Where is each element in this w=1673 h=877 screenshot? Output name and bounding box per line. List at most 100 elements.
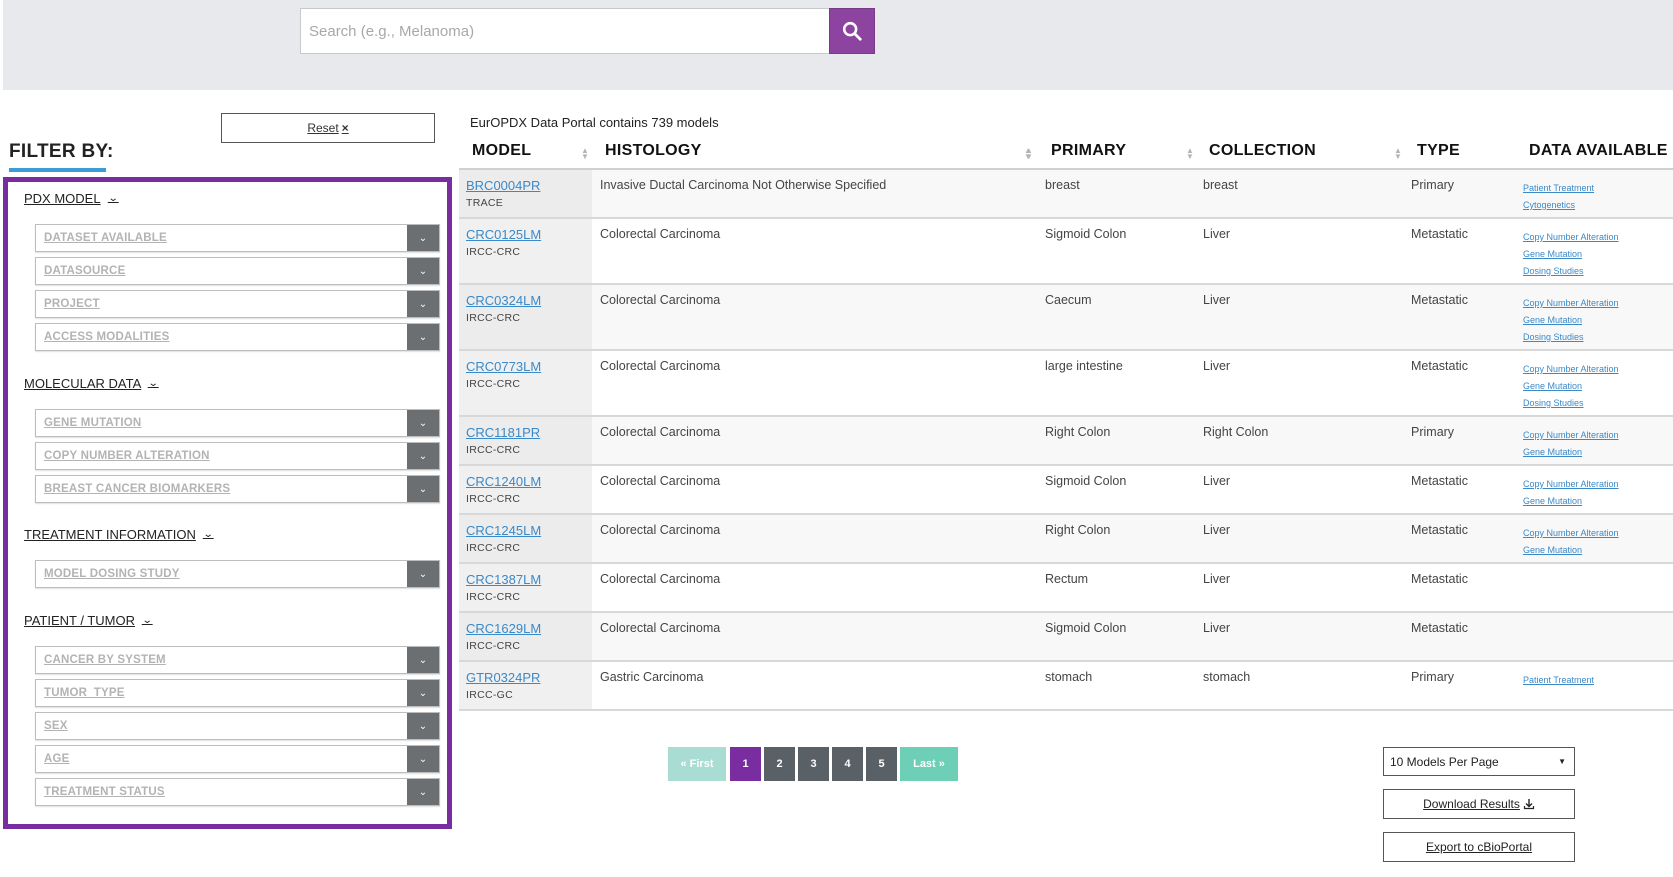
chevron-down-icon[interactable]: ⌄: [407, 443, 439, 469]
chevron-down-icon[interactable]: ⌄: [407, 746, 439, 772]
search-button[interactable]: [829, 8, 875, 54]
chevron-down-icon[interactable]: ⌄: [407, 561, 439, 587]
chevron-down-icon[interactable]: ⌄: [407, 647, 439, 673]
data-available-link[interactable]: Copy Number Alteration: [1523, 232, 1619, 242]
filter-dropdown-label: CANCER BY SYSTEM: [44, 654, 166, 666]
sort-icon[interactable]: ▲ ▼: [1186, 146, 1194, 161]
filter-section-3[interactable]: PATIENT / TUMOR ⌄: [24, 613, 153, 628]
chevron-down-icon[interactable]: ⌄: [407, 713, 439, 739]
data-available-link[interactable]: Dosing Studies: [1523, 398, 1584, 408]
filter-dropdown[interactable]: TUMOR_TYPE ⌄: [35, 679, 440, 707]
data-available-link[interactable]: Copy Number Alteration: [1523, 479, 1619, 489]
model-id-link[interactable]: CRC0125LM: [466, 227, 542, 242]
column-header[interactable]: DATA AVAILABLE: [1529, 142, 1668, 159]
pagination-page-3[interactable]: 3: [798, 747, 829, 781]
cell-type: Metastatic: [1411, 293, 1468, 307]
column-header[interactable]: PRIMARY: [1051, 142, 1127, 159]
chevron-down-icon[interactable]: ⌄: [407, 476, 439, 502]
data-available-link[interactable]: Gene Mutation: [1523, 496, 1583, 506]
filter-section-2[interactable]: TREATMENT INFORMATION ⌄: [24, 527, 214, 542]
model-id-link[interactable]: CRC1245LM: [466, 523, 542, 538]
chevron-down-icon[interactable]: ⌄: [407, 779, 439, 805]
data-available-link[interactable]: Dosing Studies: [1523, 266, 1584, 276]
column-header[interactable]: COLLECTION: [1209, 142, 1316, 159]
data-available-link[interactable]: Copy Number Alteration: [1523, 528, 1619, 538]
model-source: TRACE: [466, 197, 504, 209]
model-id-link[interactable]: BRC0004PR: [466, 178, 541, 193]
data-available-link[interactable]: Patient Treatment: [1523, 183, 1595, 193]
pagination-page-2[interactable]: 2: [764, 747, 795, 781]
data-available-link[interactable]: Dosing Studies: [1523, 332, 1584, 342]
filter-dropdown[interactable]: DATASET AVAILABLE ⌄: [35, 224, 440, 252]
data-available-link[interactable]: Cytogenetics: [1523, 200, 1576, 210]
model-id-link[interactable]: CRC1387LM: [466, 572, 542, 587]
data-available-link[interactable]: Gene Mutation: [1523, 447, 1583, 457]
cell-collection: Right Colon: [1203, 425, 1269, 439]
model-id-link[interactable]: CRC1181PR: [466, 425, 541, 440]
data-available-link[interactable]: Gene Mutation: [1523, 545, 1583, 555]
sort-icon[interactable]: ▲ ▼: [581, 146, 589, 161]
model-id-link[interactable]: CRC0324LM: [466, 293, 542, 308]
filter-dropdown[interactable]: CANCER BY SYSTEM ⌄: [35, 646, 440, 674]
pagination-page-5[interactable]: 5: [866, 747, 897, 781]
filter-dropdown[interactable]: DATASOURCE ⌄: [35, 257, 440, 285]
filter-dropdown[interactable]: GENE MUTATION ⌄: [35, 409, 440, 437]
filter-dropdown-label: ACCESS MODALITIES: [44, 331, 170, 343]
filter-heading-underline: [9, 168, 106, 172]
model-id-link[interactable]: CRC1240LM: [466, 474, 542, 489]
pagination-page-4[interactable]: 4: [832, 747, 863, 781]
data-available-link[interactable]: Copy Number Alteration: [1523, 430, 1619, 440]
table-body: BRC0004PR TRACE Invasive Ductal Carcinoma …: [459, 170, 1673, 711]
download-results-button[interactable]: Download Results: [1383, 789, 1575, 819]
cell-histology: Gastric Carcinoma: [600, 670, 704, 684]
column-header[interactable]: HISTOLOGY: [605, 142, 702, 159]
export-cbioportal-button[interactable]: Export to cBioPortal: [1383, 832, 1575, 862]
search-input[interactable]: [300, 8, 830, 54]
filter-section-0[interactable]: PDX MODEL ⌄: [24, 191, 118, 206]
filter-dropdown-label: COPY NUMBER ALTERATION: [44, 450, 210, 462]
data-available-link[interactable]: Gene Mutation: [1523, 249, 1583, 259]
pagination-last-button[interactable]: Last »: [900, 747, 958, 781]
sort-icon[interactable]: ▲ ▼: [1394, 146, 1402, 161]
chevron-down-icon[interactable]: ⌄: [407, 291, 439, 317]
filter-dropdown[interactable]: BREAST CANCER BIOMARKERS ⌄: [35, 475, 440, 503]
chevron-down-icon[interactable]: ⌄: [407, 680, 439, 706]
sort-icon[interactable]: ▲ ▼: [1025, 146, 1033, 161]
cell-type: Metastatic: [1411, 474, 1468, 488]
cell-primary: Sigmoid Colon: [1045, 621, 1127, 635]
pagination-page-1[interactable]: 1: [730, 747, 761, 781]
reset-label: Reset: [307, 121, 339, 135]
cell-type: Primary: [1411, 178, 1455, 192]
data-available-link[interactable]: Gene Mutation: [1523, 315, 1583, 325]
column-header[interactable]: TYPE: [1417, 142, 1460, 159]
filter-dropdown[interactable]: SEX ⌄: [35, 712, 440, 740]
data-available-link[interactable]: Copy Number Alteration: [1523, 364, 1619, 374]
filter-dropdown[interactable]: PROJECT ⌄: [35, 290, 440, 318]
chevron-down-icon[interactable]: ⌄: [407, 225, 439, 251]
model-cell: [459, 564, 592, 611]
table-row: CRC0125LM IRCC-CRC Colorectal Carcinoma Sig…: [459, 219, 1673, 285]
column-header[interactable]: MODEL: [472, 142, 532, 159]
filter-dropdown[interactable]: AGE ⌄: [35, 745, 440, 773]
data-available-link[interactable]: Copy Number Alteration: [1523, 298, 1619, 308]
filter-dropdown[interactable]: ACCESS MODALITIES ⌄: [35, 323, 440, 351]
chevron-down-icon[interactable]: ⌄: [407, 324, 439, 350]
pagination-first-button[interactable]: « First: [668, 747, 726, 781]
filter-section-1[interactable]: MOLECULAR DATA ⌄: [24, 376, 159, 391]
model-id-link[interactable]: CRC0773LM: [466, 359, 542, 374]
sort-icon[interactable]: ▲ ▼: [1024, 146, 1032, 161]
cell-histology: Colorectal Carcinoma: [600, 359, 721, 373]
model-source: IRCC-CRC: [466, 378, 521, 390]
model-id-link[interactable]: GTR0324PR: [466, 670, 541, 685]
model-id-link[interactable]: CRC1629LM: [466, 621, 542, 636]
filter-dropdown[interactable]: COPY NUMBER ALTERATION ⌄: [35, 442, 440, 470]
data-available-link[interactable]: Patient Treatment: [1523, 675, 1595, 685]
models-per-page-select[interactable]: 10 Models Per Page ▼: [1383, 747, 1575, 776]
filter-dropdown[interactable]: MODEL DOSING STUDY ⌄: [35, 560, 440, 588]
reset-filters-button[interactable]: Reset ×: [221, 113, 435, 143]
model-source: IRCC-CRC: [466, 246, 521, 258]
chevron-down-icon[interactable]: ⌄: [407, 258, 439, 284]
chevron-down-icon[interactable]: ⌄: [407, 410, 439, 436]
filter-dropdown[interactable]: TREATMENT STATUS ⌄: [35, 778, 440, 806]
data-available-link[interactable]: Gene Mutation: [1523, 381, 1583, 391]
